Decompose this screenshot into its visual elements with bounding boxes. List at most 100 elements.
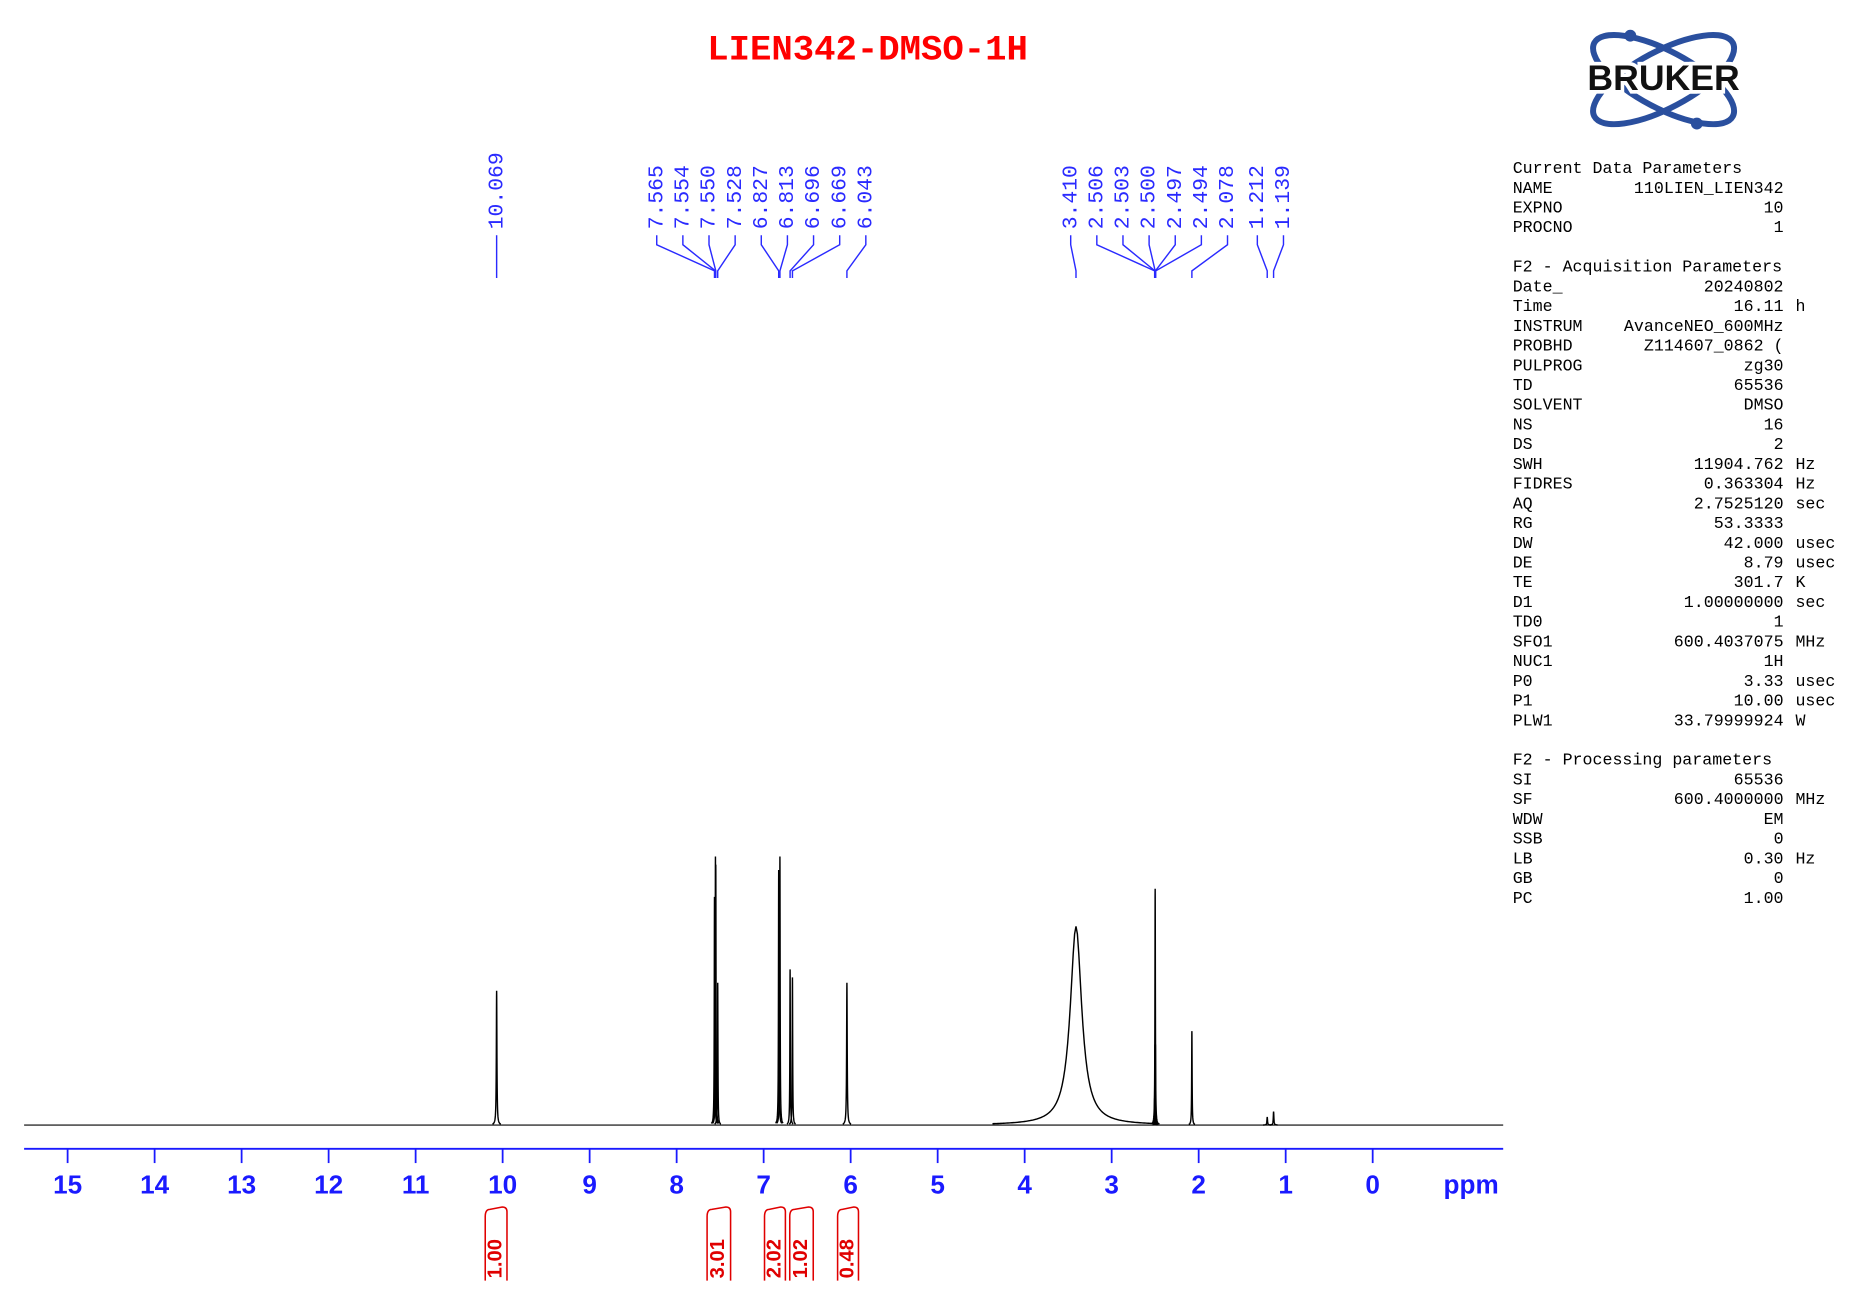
peak-label: 6.043	[854, 165, 878, 229]
param-value: 1.00	[1744, 889, 1784, 908]
param-unit: sec	[1795, 494, 1825, 513]
param-name: EXPNO	[1513, 199, 1563, 218]
x-tick-label: 12	[314, 1170, 343, 1200]
peak-leader	[789, 235, 815, 278]
peak-label: 1.139	[1272, 165, 1296, 229]
param-unit: usec	[1795, 672, 1835, 691]
integral-label: 1.02	[790, 1239, 812, 1278]
peak-label: 2.500	[1138, 165, 1162, 229]
peak-label: 6.696	[802, 165, 826, 229]
peak-leader	[791, 235, 841, 278]
x-tick-label: 1	[1278, 1170, 1293, 1200]
chart-title: LIEN342-DMSO-1H	[707, 29, 1028, 70]
integral-bracket	[836, 1206, 860, 1281]
param-section-title: Current Data Parameters	[1513, 159, 1742, 178]
param-value: 600.4037075	[1674, 632, 1784, 651]
param-value: 1	[1774, 218, 1784, 237]
param-unit: MHz	[1795, 632, 1825, 651]
param-unit: sec	[1795, 593, 1825, 612]
peak-label: 2.503	[1112, 165, 1136, 229]
param-value: 600.4000000	[1674, 790, 1784, 809]
param-name: TD	[1513, 376, 1533, 395]
x-tick-label: 3	[1104, 1170, 1119, 1200]
param-name: D1	[1513, 593, 1533, 612]
peak-label: 7.554	[672, 165, 696, 229]
integral-label: 2.02	[763, 1239, 785, 1278]
param-name: NS	[1513, 415, 1533, 434]
peak-leader	[1256, 235, 1268, 278]
peak-leader	[846, 235, 867, 278]
peak-leader	[1122, 235, 1156, 278]
param-value: 65536	[1734, 376, 1784, 395]
peak	[786, 969, 794, 1125]
param-name: P1	[1513, 692, 1533, 711]
param-unit: usec	[1795, 534, 1835, 553]
peak-leader	[760, 235, 780, 278]
peak-leader	[1069, 235, 1077, 278]
param-name: SF	[1513, 790, 1533, 809]
param-value: 1	[1774, 613, 1784, 632]
param-value: zg30	[1744, 356, 1784, 375]
integral-bracket	[763, 1206, 787, 1281]
peak-leader	[1191, 235, 1229, 278]
peak-label: 3.410	[1059, 165, 1083, 229]
param-name: DW	[1513, 534, 1533, 553]
peak-label: 6.669	[828, 165, 852, 229]
peak-label: 1.212	[1246, 165, 1270, 229]
peak-label: 6.827	[750, 165, 774, 229]
param-unit: h	[1795, 297, 1805, 316]
param-value: 0	[1774, 830, 1784, 849]
x-tick-label: 0	[1365, 1170, 1380, 1200]
param-unit: usec	[1795, 692, 1835, 711]
param-value: 16.11	[1734, 297, 1784, 316]
param-value: AvanceNEO_600MHz	[1624, 317, 1784, 336]
param-value: 53.3333	[1714, 514, 1784, 533]
x-tick-label: 7	[756, 1170, 771, 1200]
param-name: PROCNO	[1513, 218, 1573, 237]
param-value: DMSO	[1744, 396, 1784, 415]
peak-leader	[1154, 235, 1176, 278]
param-value: 8.79	[1744, 554, 1784, 573]
param-value: 1H	[1764, 652, 1784, 671]
param-value: 65536	[1734, 770, 1784, 789]
peak-label: 7.550	[698, 165, 722, 229]
param-value: 0	[1774, 869, 1784, 888]
param-section-title: F2 - Processing parameters	[1513, 751, 1772, 770]
peak	[992, 926, 1160, 1125]
param-value: EM	[1764, 810, 1784, 829]
param-name: AQ	[1513, 494, 1533, 513]
x-tick-label: 2	[1191, 1170, 1206, 1200]
integral-label: 0.48	[836, 1239, 858, 1278]
integral-label: 1.00	[484, 1239, 506, 1278]
param-name: RG	[1513, 514, 1533, 533]
param-value: 301.7	[1734, 573, 1784, 592]
param-unit: Hz	[1795, 849, 1815, 868]
x-tick-label: 11	[402, 1170, 430, 1200]
peak-leader	[708, 235, 717, 278]
param-value: 0.363304	[1704, 475, 1784, 494]
peak-leader	[779, 235, 789, 278]
param-name: P0	[1513, 672, 1533, 691]
param-name: PROBHD	[1513, 337, 1573, 356]
param-name: NUC1	[1513, 652, 1553, 671]
logo: BRUKER	[1584, 29, 1743, 130]
param-value: 10	[1764, 199, 1784, 218]
param-value: Z114607_0862 (	[1644, 337, 1784, 356]
param-value: 1.00000000	[1684, 593, 1784, 612]
param-unit: usec	[1795, 554, 1835, 573]
param-name: SI	[1513, 770, 1533, 789]
param-name: LB	[1513, 849, 1533, 868]
peak	[775, 869, 783, 1124]
param-value: 2	[1774, 435, 1784, 454]
param-value: 3.33	[1744, 672, 1784, 691]
peak-leader	[1096, 235, 1156, 278]
param-name: PULPROG	[1513, 356, 1583, 375]
param-value: 11904.762	[1694, 455, 1784, 474]
x-tick-label: 14	[140, 1170, 170, 1200]
peak-leader	[656, 235, 716, 278]
param-unit: W	[1795, 711, 1805, 730]
x-tick-label: 15	[53, 1170, 82, 1200]
peak-label: 2.494	[1190, 165, 1214, 229]
peak-leader	[1154, 235, 1203, 278]
